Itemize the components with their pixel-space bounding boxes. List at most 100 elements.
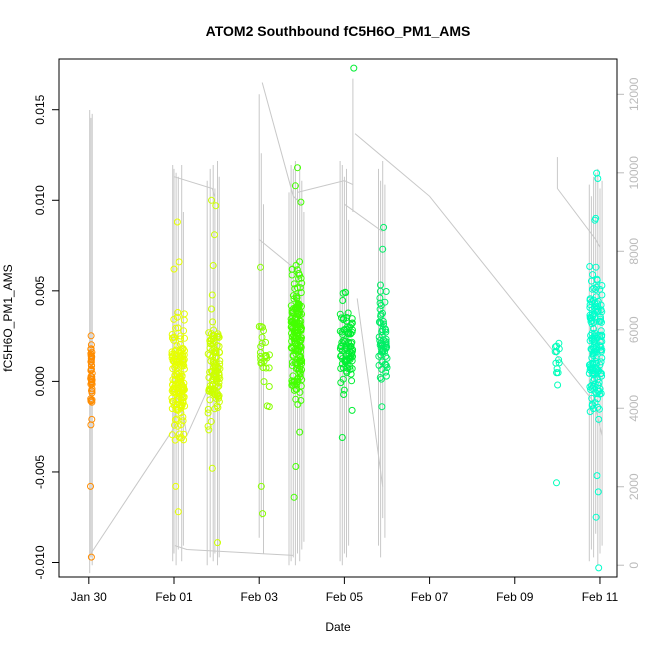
data-point <box>170 333 178 341</box>
data-point <box>208 305 215 313</box>
data-point <box>178 391 186 399</box>
data-point <box>338 339 346 346</box>
data-point <box>209 318 217 326</box>
secondary-line-7 <box>354 133 597 405</box>
x-axis-label: Date <box>325 620 351 634</box>
data-point <box>216 360 224 368</box>
chart-title: ATOM2 Southbound fC5H6O_PM1_AMS <box>206 23 471 39</box>
data-point <box>343 369 351 377</box>
data-point <box>553 365 561 373</box>
data-point <box>595 405 603 413</box>
data-point <box>589 369 597 377</box>
data-point <box>88 348 96 356</box>
data-point <box>598 333 606 340</box>
data-point <box>210 364 218 372</box>
data-point <box>594 395 601 403</box>
data-point <box>586 408 594 416</box>
data-point <box>339 297 347 304</box>
data-point <box>294 365 302 372</box>
data-point <box>88 376 96 384</box>
data-point <box>343 345 350 353</box>
data-point <box>87 397 95 405</box>
data-point <box>258 333 266 341</box>
x-tick-label: Feb 05 <box>326 590 364 604</box>
data-point <box>206 337 214 345</box>
data-point <box>288 265 296 273</box>
series-leg9 <box>585 169 606 572</box>
series-leg4 <box>255 263 273 518</box>
series-leg1 <box>87 332 96 561</box>
data-point <box>588 400 596 408</box>
data-point <box>288 271 296 279</box>
data-point <box>298 366 306 374</box>
data-point <box>380 320 388 328</box>
data-point <box>180 365 188 373</box>
data-point <box>382 335 390 343</box>
data-point <box>176 434 184 442</box>
data-point <box>597 306 605 314</box>
data-point <box>375 352 383 360</box>
y-tick-label: -0.010 <box>33 545 47 579</box>
data-point <box>171 421 178 429</box>
secondary-line-5 <box>297 180 354 193</box>
data-point <box>381 325 389 333</box>
data-point <box>180 430 188 438</box>
data-point <box>88 369 96 377</box>
series-leg2 <box>168 218 189 516</box>
data-point <box>168 405 176 413</box>
x-tick-label: Feb 01 <box>155 590 193 604</box>
data-point <box>206 368 214 376</box>
data-point <box>259 323 266 331</box>
y2-tick-label: 12000 <box>627 77 641 111</box>
data-point <box>204 405 212 413</box>
y-tick-label: -0.005 <box>33 455 47 489</box>
data-point <box>346 363 354 370</box>
data-point <box>171 371 179 379</box>
data-point <box>586 263 594 270</box>
data-point <box>589 296 597 304</box>
data-point <box>588 334 596 342</box>
data-point <box>590 348 597 356</box>
data-point <box>382 288 390 295</box>
data-point <box>292 463 300 470</box>
data-point <box>293 284 301 292</box>
data-point <box>294 164 301 172</box>
data-point <box>377 341 385 349</box>
data-point <box>214 383 222 391</box>
data-point <box>597 343 605 351</box>
data-point <box>288 377 296 385</box>
data-point <box>169 398 177 406</box>
data-point <box>594 297 602 305</box>
data-point <box>204 422 212 430</box>
data-point <box>207 386 215 394</box>
data-point <box>180 310 188 318</box>
y-tick-label: 0.000 <box>33 366 47 396</box>
series-leg7 <box>375 223 391 411</box>
data-point <box>179 417 187 425</box>
data-point <box>554 381 562 389</box>
data-point <box>212 202 220 210</box>
data-point <box>87 352 95 360</box>
data-point <box>87 553 95 561</box>
data-point <box>176 340 184 348</box>
series-leg3 <box>204 196 224 547</box>
data-point <box>171 347 179 355</box>
data-point <box>206 396 214 404</box>
secondary-line-1 <box>173 176 215 197</box>
data-point <box>180 379 188 387</box>
data-point <box>287 323 295 331</box>
y2-tick-label: 2000 <box>627 473 641 500</box>
data-point <box>172 482 180 490</box>
data-point <box>338 434 346 441</box>
data-point <box>260 378 268 386</box>
data-point <box>208 196 215 204</box>
data-point <box>214 539 221 547</box>
data-point <box>211 362 219 370</box>
data-point <box>337 365 345 372</box>
data-point <box>593 283 600 291</box>
data-point <box>377 375 385 383</box>
scatter-points <box>87 64 606 572</box>
data-point <box>256 349 264 356</box>
data-point <box>177 332 184 340</box>
